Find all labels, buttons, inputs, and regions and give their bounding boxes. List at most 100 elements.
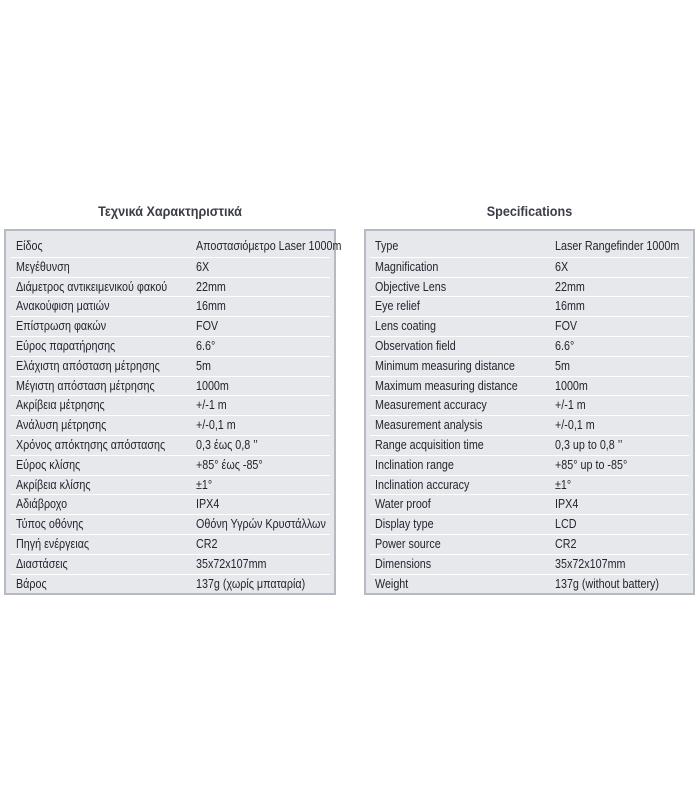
spec-value: 1000m (555, 378, 588, 393)
spec-label: Maximum measuring distance (375, 378, 518, 393)
spec-value: +/-1 m (555, 398, 586, 413)
spec-value: FOV (555, 319, 578, 334)
spec-label: Lens coating (375, 319, 436, 334)
spec-label: Eye relief (375, 299, 420, 314)
spec-value: 137g (without battery) (555, 576, 659, 591)
spec-value: +/-0,1 m (196, 418, 236, 433)
spec-value: 0,3 up to 0,8 ’’ (555, 437, 623, 452)
table-row: Αδιάβροχο IPX4 (10, 494, 330, 514)
table-row: Τύπος οθόνης Οθόνη Υγρών Κρυστάλλων (10, 514, 330, 534)
spec-value: 6X (555, 259, 569, 274)
spec-value: +85° έως -85° (196, 457, 263, 472)
spec-value: LCD (555, 517, 577, 532)
table-row: Μεγέθυνση 6X (10, 256, 330, 277)
spec-label: Measurement accuracy (375, 398, 487, 413)
spec-label: Observation field (375, 338, 456, 353)
spec-value: 6.6° (196, 338, 216, 353)
table-row: Διαστάσεις 35x72x107mm (10, 553, 330, 574)
spec-value: 35x72x107mm (555, 556, 626, 571)
table-row: Είδος Αποστασιόμετρο Laser 1000m (10, 237, 341, 257)
table-row: Measurement accuracy +/-1 m (370, 395, 689, 415)
spec-label: Μέγιστη απόσταση μέτρησης (16, 378, 155, 393)
table-row: Ακρίβεια μέτρησης +/-1 m (10, 395, 330, 415)
english-spec-rows: Type Laser Rangefinder 1000m Magnification… (370, 237, 689, 593)
table-row: Magnification 6X (370, 256, 689, 277)
spec-label: Επίστρωση φακών (16, 319, 107, 334)
table-row: Ανάλυση μέτρησης +/-0,1 m (10, 415, 330, 435)
spec-value: 22mm (555, 279, 585, 294)
spec-label: Power source (375, 536, 441, 551)
table-row: Επίστρωση φακών FOV (10, 316, 330, 336)
spec-value: CR2 (196, 536, 218, 551)
table-row: Lens coating FOV (370, 316, 689, 336)
spec-value: 1000m (196, 378, 229, 393)
spec-value: 35x72x107mm (196, 556, 267, 571)
spec-label: Ακρίβεια μέτρησης (16, 398, 105, 413)
spec-label: Water proof (375, 497, 431, 512)
spec-value: +/-0,1 m (555, 418, 595, 433)
spec-value: 137g (χωρίς μπαταρία) (196, 576, 306, 591)
spec-label: Magnification (375, 259, 439, 274)
table-row: Power source CR2 (370, 533, 689, 554)
english-spec-title: Specifications (486, 203, 573, 219)
spec-label: Πηγή ενέργειας (16, 536, 90, 551)
table-row: Dimensions 35x72x107mm (370, 553, 689, 574)
spec-label: Διαστάσεις (16, 556, 68, 571)
spec-label: Inclination range (375, 457, 454, 472)
spec-value: IPX4 (196, 497, 220, 512)
table-row: Measurement analysis +/-0,1 m (370, 415, 689, 435)
table-row: Χρόνος απόκτησης απόστασης 0,3 έως 0,8 ’’ (10, 434, 330, 455)
table-row: Display type LCD (370, 514, 689, 534)
table-row: Βάρος 137g (χωρίς μπαταρία) (10, 573, 330, 594)
table-row: Πηγή ενέργειας CR2 (10, 533, 330, 554)
spec-label: Εύρος κλίσης (16, 457, 81, 472)
spec-label: Dimensions (375, 556, 432, 571)
spec-value: Laser Rangefinder 1000m (555, 239, 680, 253)
greek-spec-rows: Είδος Αποστασιόμετρο Laser 1000m Μεγέθυνση… (10, 237, 341, 594)
spec-label: Inclination accuracy (375, 477, 470, 492)
spec-label: Εύρος παρατήρησης (16, 338, 116, 353)
greek-spec-title: Τεχνικά Χαρακτηριστικά (98, 203, 242, 219)
english-spec-panel: Specifications Type Laser Rangefinder 100… (364, 200, 695, 595)
spec-value: 0,3 έως 0,8 ’’ (196, 437, 258, 452)
table-row: Type Laser Rangefinder 1000m (370, 237, 689, 257)
table-row: Eye relief 16mm (370, 296, 689, 316)
spec-value: 6X (196, 259, 210, 274)
spec-label: Μεγέθυνση (16, 259, 70, 274)
spec-value: CR2 (555, 536, 577, 551)
table-row: Range acquisition time 0,3 up to 0,8 ’’ (370, 434, 689, 455)
table-row: Ανακούφιση ματιών 16mm (10, 296, 330, 316)
spec-value: Οθόνη Υγρών Κρυστάλλων (196, 517, 326, 532)
spec-label: Type (375, 239, 399, 253)
spec-label: Objective Lens (375, 279, 447, 294)
table-row: Observation field 6.6° (370, 335, 689, 356)
spec-value: IPX4 (555, 497, 579, 512)
spec-label: Ελάχιστη απόσταση μέτρησης (16, 358, 160, 373)
table-row: Maximum measuring distance 1000m (370, 375, 689, 396)
spec-label: Ανάλυση μέτρησης (16, 418, 107, 433)
spec-label: Αδιάβροχο (16, 497, 68, 512)
table-row: Objective Lens 22mm (370, 276, 689, 297)
table-row: Εύρος παρατήρησης 6.6° (10, 335, 330, 356)
spec-value: ±1° (555, 477, 572, 492)
table-row: Minimum measuring distance 5m (370, 355, 689, 376)
greek-spec-panel: Τεχνικά Χαρακτηριστικά Είδος Αποστασιόμετ… (4, 200, 341, 595)
spec-label: Range acquisition time (375, 437, 484, 452)
spec-label: Ακρίβεια κλίσης (16, 477, 91, 492)
spec-value: FOV (196, 319, 219, 334)
spec-value: 5m (196, 358, 211, 373)
table-row: Inclination accuracy ±1° (370, 474, 689, 495)
spec-label: Measurement analysis (375, 418, 483, 433)
spec-label: Τύπος οθόνης (16, 517, 84, 532)
english-spec-table: Type Laser Rangefinder 1000m Magnification… (364, 229, 695, 595)
spec-value: +/-1 m (196, 398, 227, 413)
spec-label: Ανακούφιση ματιών (16, 299, 110, 314)
table-row: Weight 137g (without battery) (370, 573, 689, 594)
spec-label: Χρόνος απόκτησης απόστασης (16, 437, 166, 452)
spec-value: 5m (555, 358, 570, 373)
spec-label: Βάρος (16, 576, 47, 591)
spec-label: Διάμετρος αντικειμενικού φακού (16, 279, 168, 294)
spec-value: Αποστασιόμετρο Laser 1000m (196, 239, 342, 253)
spec-value: 22mm (196, 279, 226, 294)
table-row: Water proof IPX4 (370, 494, 689, 514)
